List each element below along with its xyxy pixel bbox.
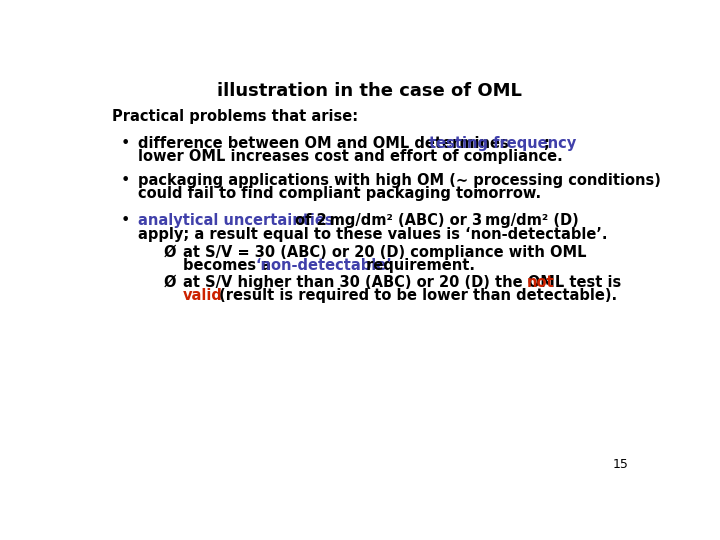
Text: of 2 mg/dm² (ABC) or 3 mg/dm² (D): of 2 mg/dm² (ABC) or 3 mg/dm² (D) — [289, 213, 578, 228]
Text: illustration in the case of OML: illustration in the case of OML — [217, 82, 521, 100]
Text: ‘non-detectable’: ‘non-detectable’ — [256, 258, 392, 273]
Text: analytical uncertainties: analytical uncertainties — [138, 213, 333, 228]
Text: ;: ; — [544, 137, 549, 151]
Text: •: • — [121, 213, 130, 228]
Text: 15: 15 — [613, 458, 629, 471]
Text: requirement.: requirement. — [361, 258, 475, 273]
Text: Ø: Ø — [163, 275, 176, 290]
Text: lower OML increases cost and effort of compliance.: lower OML increases cost and effort of c… — [138, 150, 563, 165]
Text: at S/V = 30 (ABC) or 20 (D) compliance with OML: at S/V = 30 (ABC) or 20 (D) compliance w… — [183, 245, 587, 260]
Text: •: • — [121, 173, 130, 188]
Text: packaging applications with high OM (∼ processing conditions): packaging applications with high OM (∼ p… — [138, 173, 661, 188]
Text: apply; a result equal to these values is ‘non-detectable’.: apply; a result equal to these values is… — [138, 226, 608, 241]
Text: not: not — [526, 275, 554, 290]
Text: difference between OM and OML determines: difference between OM and OML determines — [138, 137, 514, 151]
Text: at S/V higher than 30 (ABC) or 20 (D) the OML test is: at S/V higher than 30 (ABC) or 20 (D) th… — [183, 275, 626, 290]
Text: Practical problems that arise:: Practical problems that arise: — [112, 110, 358, 124]
Text: testing frequency: testing frequency — [429, 137, 577, 151]
Text: (result is required to be lower than detectable).: (result is required to be lower than det… — [214, 288, 617, 303]
Text: could fail to find compliant packaging tomorrow.: could fail to find compliant packaging t… — [138, 186, 541, 201]
Text: •: • — [121, 137, 130, 151]
Text: valid: valid — [183, 288, 223, 303]
Text: Ø: Ø — [163, 245, 176, 260]
Text: becomes a: becomes a — [183, 258, 276, 273]
